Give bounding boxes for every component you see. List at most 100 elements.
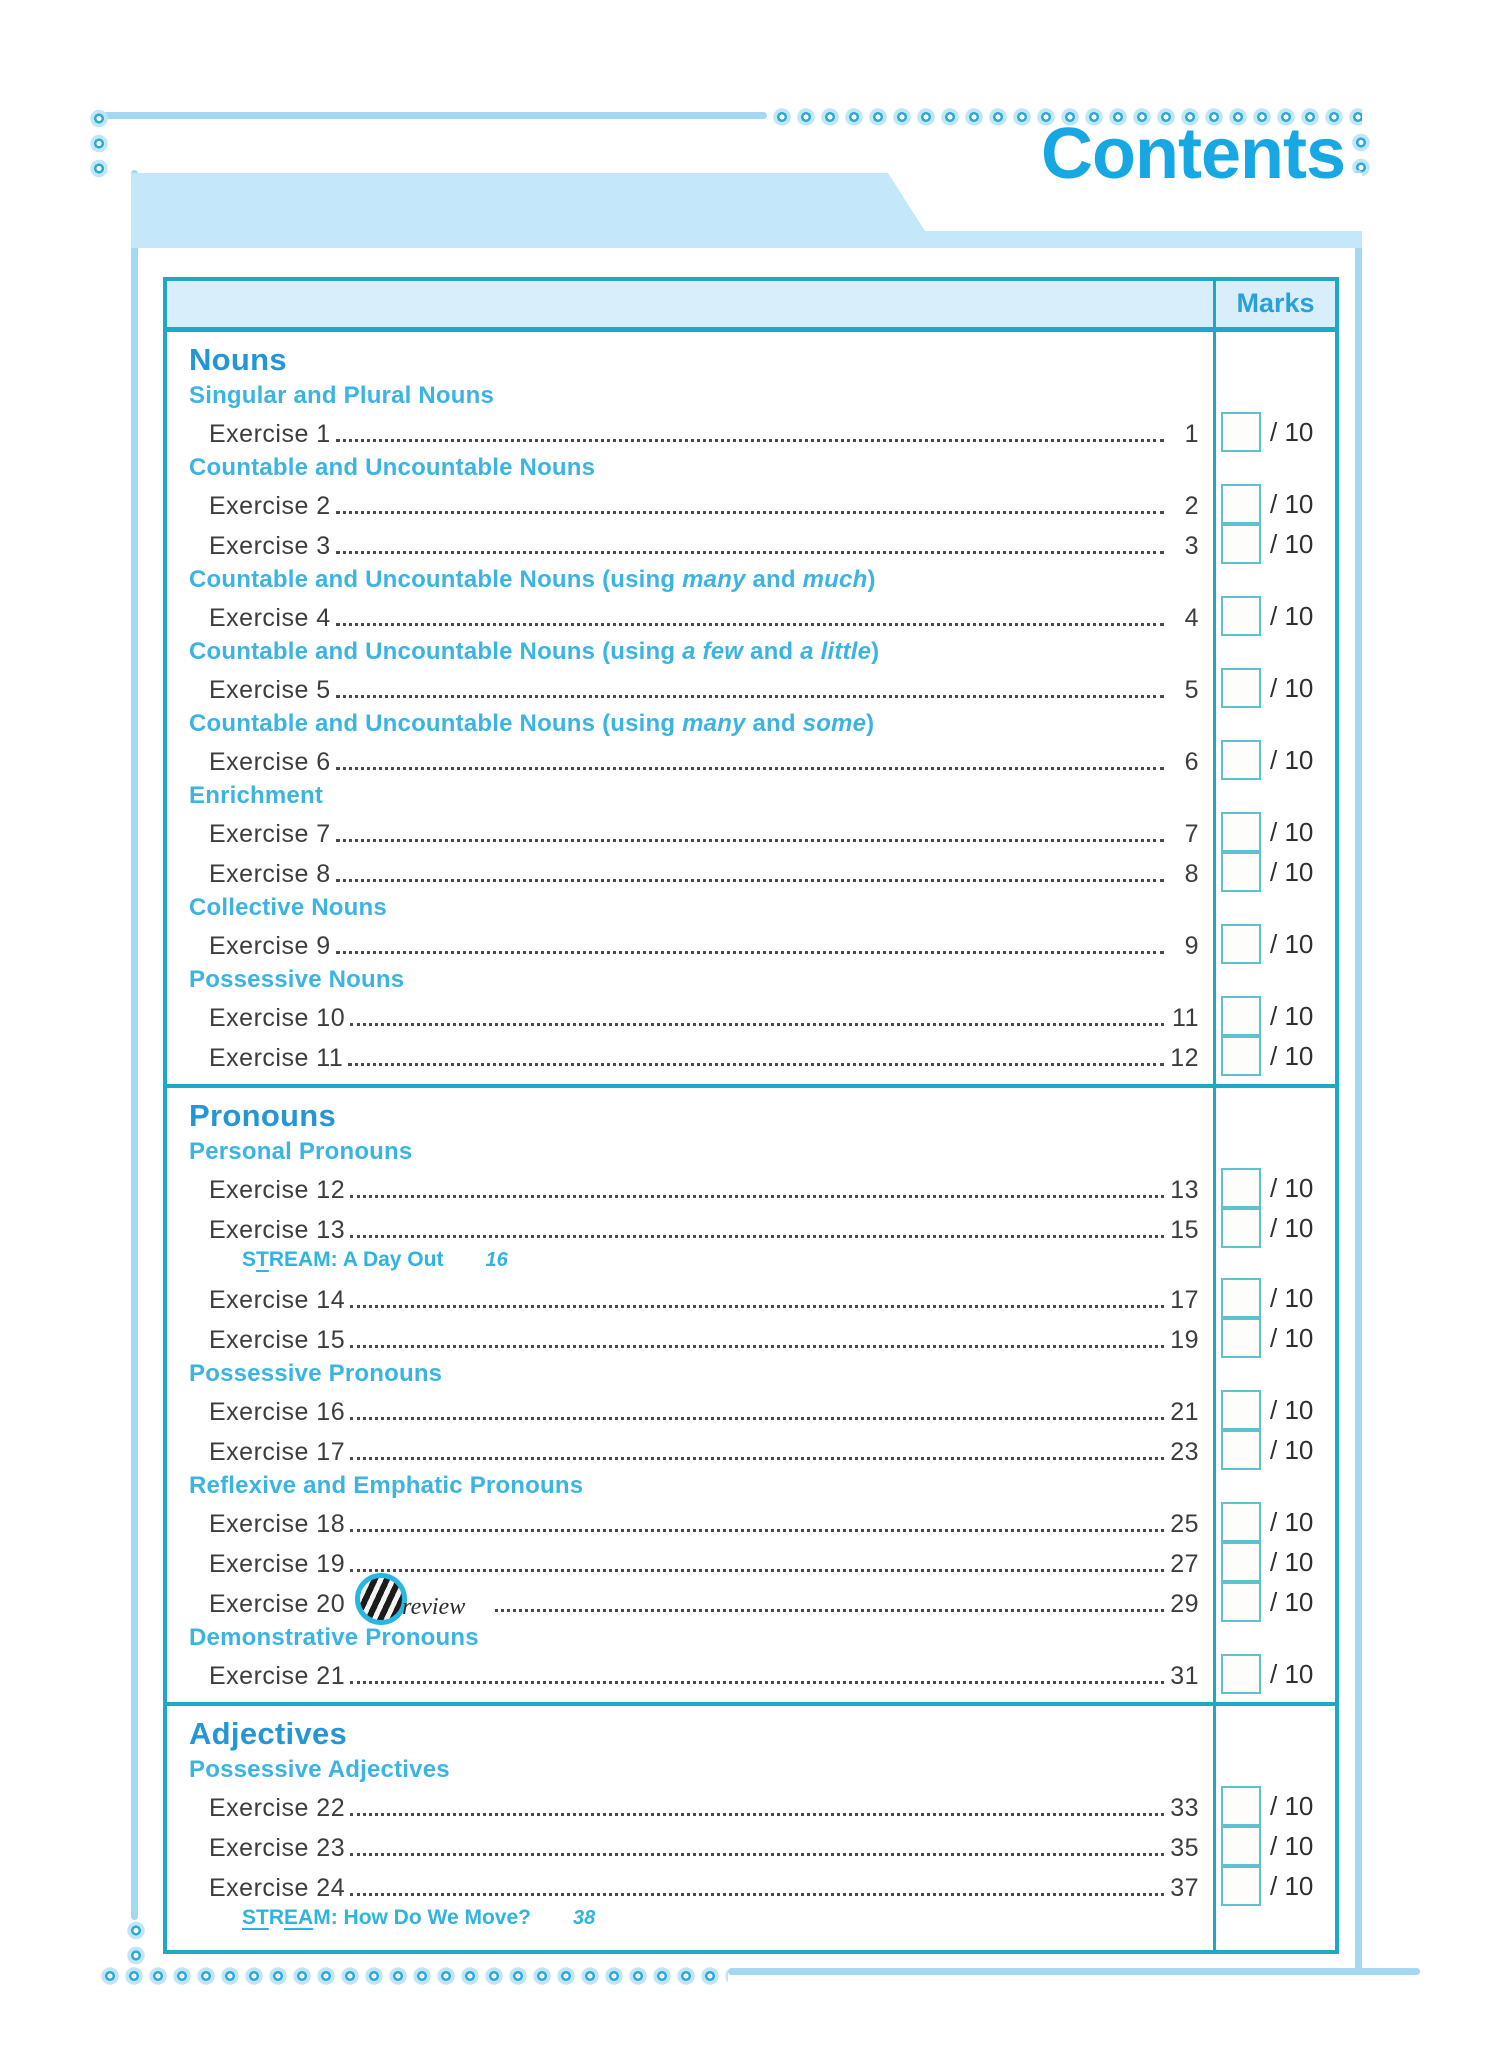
dotted-leader	[350, 1455, 1164, 1460]
dotted-leader	[335, 877, 1164, 882]
page-number: 25	[1170, 1509, 1199, 1538]
group-heading: Possessive Adjectives	[189, 1756, 1335, 1784]
page-number: 31	[1170, 1661, 1199, 1690]
dotted-leader	[335, 693, 1164, 698]
marks-input-box	[1221, 1502, 1261, 1542]
dotted-leader	[350, 1021, 1164, 1026]
marks-denominator: / 10	[1270, 1394, 1314, 1425]
page-number: 27	[1170, 1549, 1199, 1578]
page-number: 15	[1170, 1215, 1199, 1244]
marks-cell: / 10	[1213, 596, 1335, 636]
exercise-row: Exercise 13 15 / 10	[167, 1208, 1335, 1248]
group-heading-text: )	[867, 566, 876, 593]
dotted-leader	[350, 1193, 1164, 1198]
stream-note-text: R	[268, 1906, 285, 1929]
dotted-leader	[335, 765, 1164, 770]
marks-denominator: / 10	[1270, 416, 1314, 447]
group-heading-text: a little	[800, 638, 872, 665]
exercise-label: Exercise 7	[209, 819, 331, 848]
dotted-leader	[335, 949, 1164, 954]
exercise-row: Exercise 12 13 / 10	[167, 1168, 1335, 1208]
group-heading: Personal Pronouns	[189, 1138, 1335, 1166]
dotted-leader	[335, 837, 1164, 842]
group-heading: Possessive Pronouns	[189, 1360, 1335, 1388]
group-heading-text: Countable and Uncountable Nouns (using	[189, 638, 683, 665]
exercise-row: Exercise 7 7 / 10	[167, 812, 1335, 852]
marks-input-box	[1221, 1826, 1261, 1866]
marks-denominator: / 10	[1270, 1830, 1314, 1861]
dotted-leader	[495, 1607, 1164, 1612]
marks-cell: / 10	[1213, 1582, 1335, 1622]
marks-cell: / 10	[1213, 1826, 1335, 1866]
marks-input-box	[1221, 1036, 1261, 1076]
exercise-label: Exercise 21	[209, 1661, 346, 1690]
stream-note-text: M: How Do We Move?	[313, 1906, 531, 1929]
marks-input-box	[1221, 852, 1261, 892]
exercise-entry: Exercise 12 13	[167, 1168, 1213, 1208]
exercise-row: Exercise 9 9 / 10	[167, 924, 1335, 964]
page-number: 23	[1170, 1437, 1199, 1466]
exercise-entry: Exercise 14 17	[167, 1278, 1213, 1318]
toc-section: Nouns Singular and Plural Nouns Exercise 1…	[167, 332, 1335, 1084]
marks-input-box	[1221, 1582, 1261, 1622]
marks-input-box	[1221, 596, 1261, 636]
exercise-row: Exercise 1 1 / 10	[167, 412, 1335, 452]
exercise-label: Exercise 22	[209, 1793, 346, 1822]
group-heading-text: Personal Pronouns	[189, 1138, 413, 1165]
exercise-row: Exercise 21 31 / 10	[167, 1654, 1335, 1694]
marks-denominator: / 10	[1270, 816, 1314, 847]
marks-cell: / 10	[1213, 740, 1335, 780]
dotted-leader	[348, 1061, 1164, 1066]
group-heading: Countable and Uncountable Nouns (using m…	[189, 710, 1335, 738]
marks-cell: / 10	[1213, 524, 1335, 564]
marks-input-box	[1221, 1208, 1261, 1248]
exercise-row: Exercise 6 6 / 10	[167, 740, 1335, 780]
stream-note-text: T	[256, 1248, 269, 1271]
group-heading-text: )	[866, 710, 875, 737]
marks-denominator: / 10	[1270, 1040, 1314, 1071]
exercise-label: Exercise 2	[209, 491, 331, 520]
exercise-label: Exercise 10	[209, 1003, 346, 1032]
marks-denominator: / 10	[1270, 528, 1314, 559]
marks-input-box	[1221, 484, 1261, 524]
marks-denominator: / 10	[1270, 1322, 1314, 1353]
exercise-row: Exercise 8 8 / 10	[167, 852, 1335, 892]
group-heading-text: and	[745, 566, 803, 593]
exercise-row: Exercise 24 37 / 10	[167, 1866, 1335, 1906]
stream-note-text: REAM: A Day Out	[268, 1248, 444, 1271]
marks-cell: / 10	[1213, 412, 1335, 452]
exercise-label: Exercise 8	[209, 859, 331, 888]
exercise-label: Exercise 18	[209, 1509, 346, 1538]
stream-note: STREAM: A Day Out 16	[242, 1246, 1335, 1274]
exercise-row: Exercise 23 35 / 10	[167, 1826, 1335, 1866]
marks-cell: / 10	[1213, 1542, 1335, 1582]
group-heading-text: and	[745, 710, 803, 737]
stream-note-text: EA	[284, 1906, 314, 1929]
exercise-entry: Exercise 24 37	[167, 1866, 1213, 1906]
marks-denominator: / 10	[1270, 1790, 1314, 1821]
exercise-row: Exercise 18 25 / 10	[167, 1502, 1335, 1542]
marks-input-box	[1221, 412, 1261, 452]
table-body: Nouns Singular and Plural Nouns Exercise 1…	[167, 332, 1335, 1950]
dotted-leader	[350, 1415, 1164, 1420]
exercise-entry: Exercise 7 7	[167, 812, 1213, 852]
group-heading-text: a few	[682, 638, 744, 665]
dotted-leader	[335, 509, 1164, 514]
marks-cell: / 10	[1213, 1168, 1335, 1208]
marks-denominator: / 10	[1270, 928, 1314, 959]
decorative-dot-border	[1350, 130, 1372, 180]
page-number: 29	[1170, 1589, 1199, 1618]
marks-denominator: / 10	[1270, 1172, 1314, 1203]
group-heading-text: Enrichment	[189, 782, 324, 809]
exercise-entry: Exercise 5 5	[167, 668, 1213, 708]
exercise-entry: Exercise 20 review 29	[167, 1573, 1213, 1625]
decorative-dot-border	[98, 1965, 728, 1987]
marks-denominator: / 10	[1270, 1212, 1314, 1243]
exercise-label: Exercise 11	[209, 1043, 344, 1072]
exercise-entry: Exercise 6 6	[167, 740, 1213, 780]
group-heading: Countable and Uncountable Nouns (using m…	[189, 566, 1335, 594]
group-heading-text: and	[743, 638, 801, 665]
group-heading-text: Countable and Uncountable Nouns	[189, 454, 596, 481]
page-number: 11	[1172, 1003, 1199, 1032]
group-heading-text: Possessive Pronouns	[189, 1360, 443, 1387]
